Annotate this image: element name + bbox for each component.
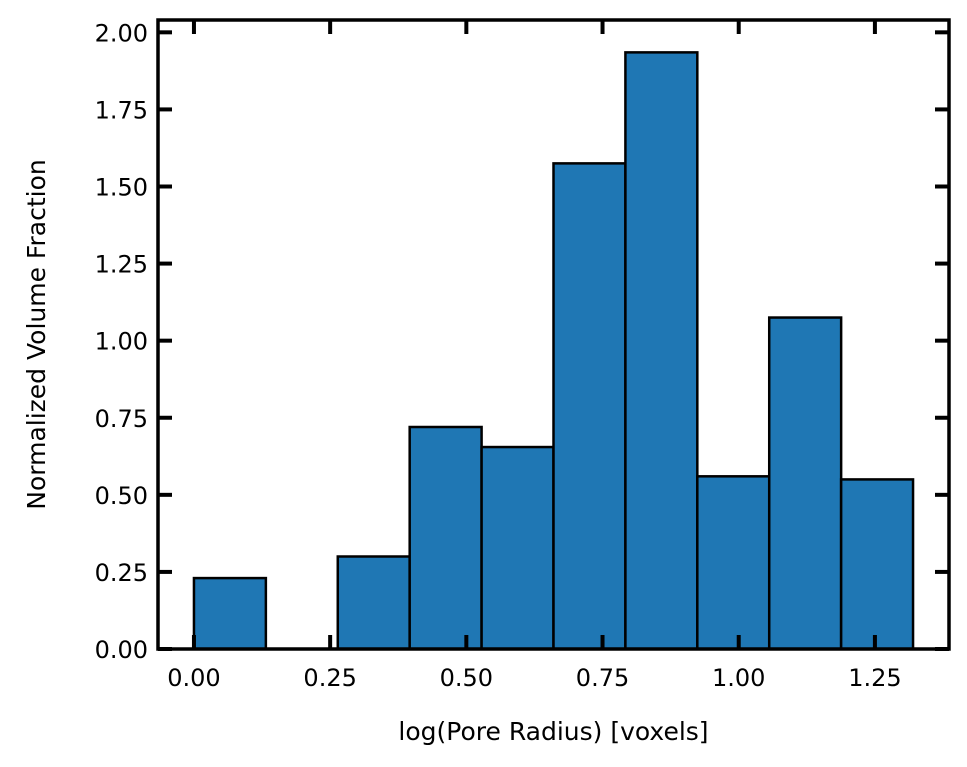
x-tick-label: 0.25 bbox=[303, 664, 356, 692]
y-tick-label: 0.00 bbox=[95, 636, 148, 664]
ticks-group: 0.00 0.25 0.50 0.75 1.00 1.25 0.00 0.25 0.50 0.75… bbox=[95, 19, 949, 692]
y-tick-label: 1.25 bbox=[95, 251, 148, 279]
y-tick-label: 2.00 bbox=[95, 19, 148, 47]
histogram-bar bbox=[408, 425, 483, 651]
x-axis-label: log(Pore Radius) [voxels] bbox=[398, 717, 708, 746]
histogram-bar bbox=[480, 445, 555, 651]
y-tick-label: 0.50 bbox=[95, 482, 148, 510]
x-tick-label: 0.50 bbox=[440, 664, 493, 692]
y-tick-label: 1.00 bbox=[95, 328, 148, 356]
y-tick-label: 0.25 bbox=[95, 559, 148, 587]
histogram-bar bbox=[767, 316, 843, 651]
y-axis-label: Normalized Volume Fraction bbox=[22, 159, 51, 509]
x-tick-label: 0.00 bbox=[167, 664, 220, 692]
x-tick-label: 1.00 bbox=[712, 664, 765, 692]
histogram-bar bbox=[839, 478, 915, 651]
x-tick-label: 0.75 bbox=[576, 664, 629, 692]
bars-group bbox=[192, 51, 915, 651]
histogram-bar bbox=[192, 576, 268, 651]
y-tick-label: 1.75 bbox=[95, 96, 148, 124]
histogram-bar bbox=[624, 51, 699, 651]
plot-frame bbox=[156, 18, 951, 651]
y-tick-label: 1.50 bbox=[95, 174, 148, 202]
x-tick-label: 1.25 bbox=[848, 664, 901, 692]
histogram-bar bbox=[336, 555, 411, 651]
histogram-bar bbox=[696, 475, 771, 651]
histogram-bar bbox=[552, 162, 627, 651]
y-tick-label: 0.75 bbox=[95, 405, 148, 433]
